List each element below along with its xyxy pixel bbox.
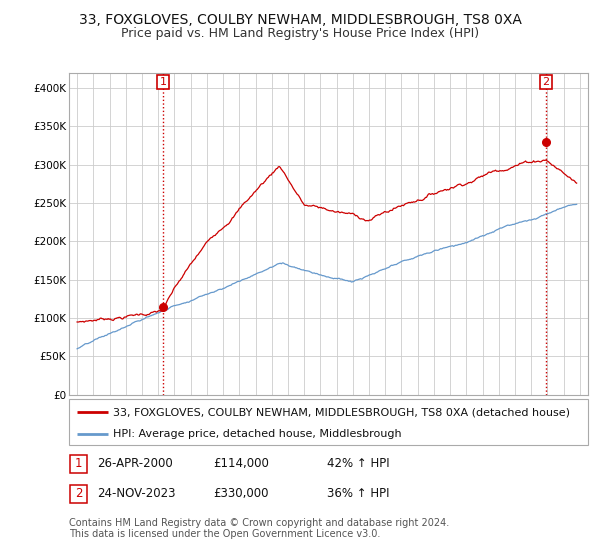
Text: £330,000: £330,000 [213, 487, 269, 501]
FancyBboxPatch shape [70, 485, 87, 503]
Text: Price paid vs. HM Land Registry's House Price Index (HPI): Price paid vs. HM Land Registry's House … [121, 27, 479, 40]
Text: This data is licensed under the Open Government Licence v3.0.: This data is licensed under the Open Gov… [69, 529, 380, 539]
Text: 2: 2 [75, 487, 82, 501]
Text: 33, FOXGLOVES, COULBY NEWHAM, MIDDLESBROUGH, TS8 0XA: 33, FOXGLOVES, COULBY NEWHAM, MIDDLESBRO… [79, 13, 521, 27]
Text: 1: 1 [160, 77, 167, 87]
Text: 33, FOXGLOVES, COULBY NEWHAM, MIDDLESBROUGH, TS8 0XA (detached house): 33, FOXGLOVES, COULBY NEWHAM, MIDDLESBRO… [113, 407, 570, 417]
Text: 36% ↑ HPI: 36% ↑ HPI [327, 487, 389, 501]
Text: 42% ↑ HPI: 42% ↑ HPI [327, 457, 389, 470]
Text: Contains HM Land Registry data © Crown copyright and database right 2024.: Contains HM Land Registry data © Crown c… [69, 517, 449, 528]
Text: 2: 2 [542, 77, 550, 87]
FancyBboxPatch shape [70, 455, 87, 473]
Text: HPI: Average price, detached house, Middlesbrough: HPI: Average price, detached house, Midd… [113, 429, 402, 438]
Text: 24-NOV-2023: 24-NOV-2023 [97, 487, 176, 501]
Text: 26-APR-2000: 26-APR-2000 [97, 457, 173, 470]
FancyBboxPatch shape [69, 399, 588, 445]
Text: £114,000: £114,000 [213, 457, 269, 470]
Text: 1: 1 [75, 457, 82, 470]
